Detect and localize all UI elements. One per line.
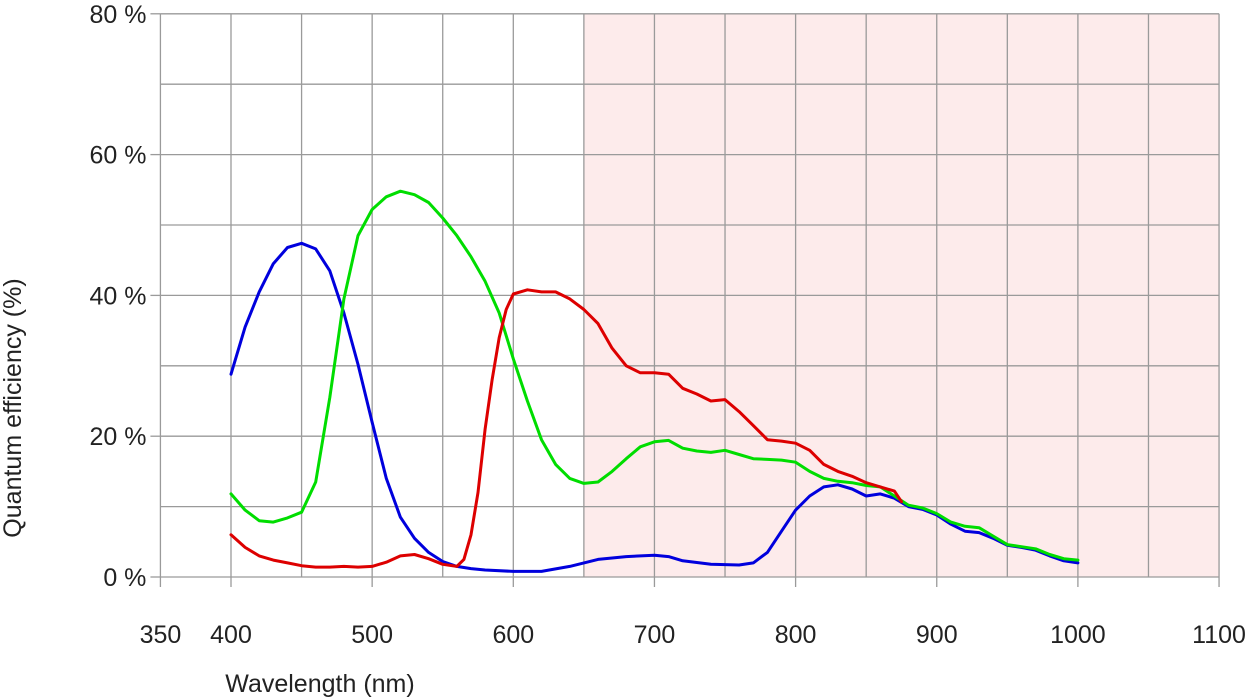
x-tick-label: 700 xyxy=(634,621,676,649)
x-tick-label: 1000 xyxy=(1050,621,1106,649)
y-tick-label: 40 % xyxy=(89,282,146,310)
series-layer xyxy=(229,189,1080,573)
series-line-2 xyxy=(229,189,1080,562)
x-tick-label: 500 xyxy=(351,621,393,649)
y-tick-label: 0 % xyxy=(103,564,146,592)
series-line-1 xyxy=(229,241,1080,573)
y-tick-label: 80 % xyxy=(89,1,146,29)
y-tick-labels: 0 % 20 % 40 % 60 % 80 % xyxy=(89,1,146,592)
x-tick-label: 400 xyxy=(210,621,252,649)
x-tick-label: 350 xyxy=(140,621,182,649)
x-tick-labels: 350 400 500 600 700 800 900 1000 1100 xyxy=(140,621,1246,649)
y-tick-label: 20 % xyxy=(89,423,146,451)
series-line-3 xyxy=(229,288,903,569)
y-tick-label: 60 % xyxy=(89,142,146,170)
x-axis-title: Wavelength (nm) xyxy=(225,670,414,698)
y-axis-title: Quantum efficiency (%) xyxy=(0,278,27,537)
x-tick-label: 800 xyxy=(775,621,817,649)
x-tick-label: 600 xyxy=(492,621,534,649)
x-tick-label: 900 xyxy=(916,621,958,649)
x-tick-label: 1100 xyxy=(1192,621,1246,649)
